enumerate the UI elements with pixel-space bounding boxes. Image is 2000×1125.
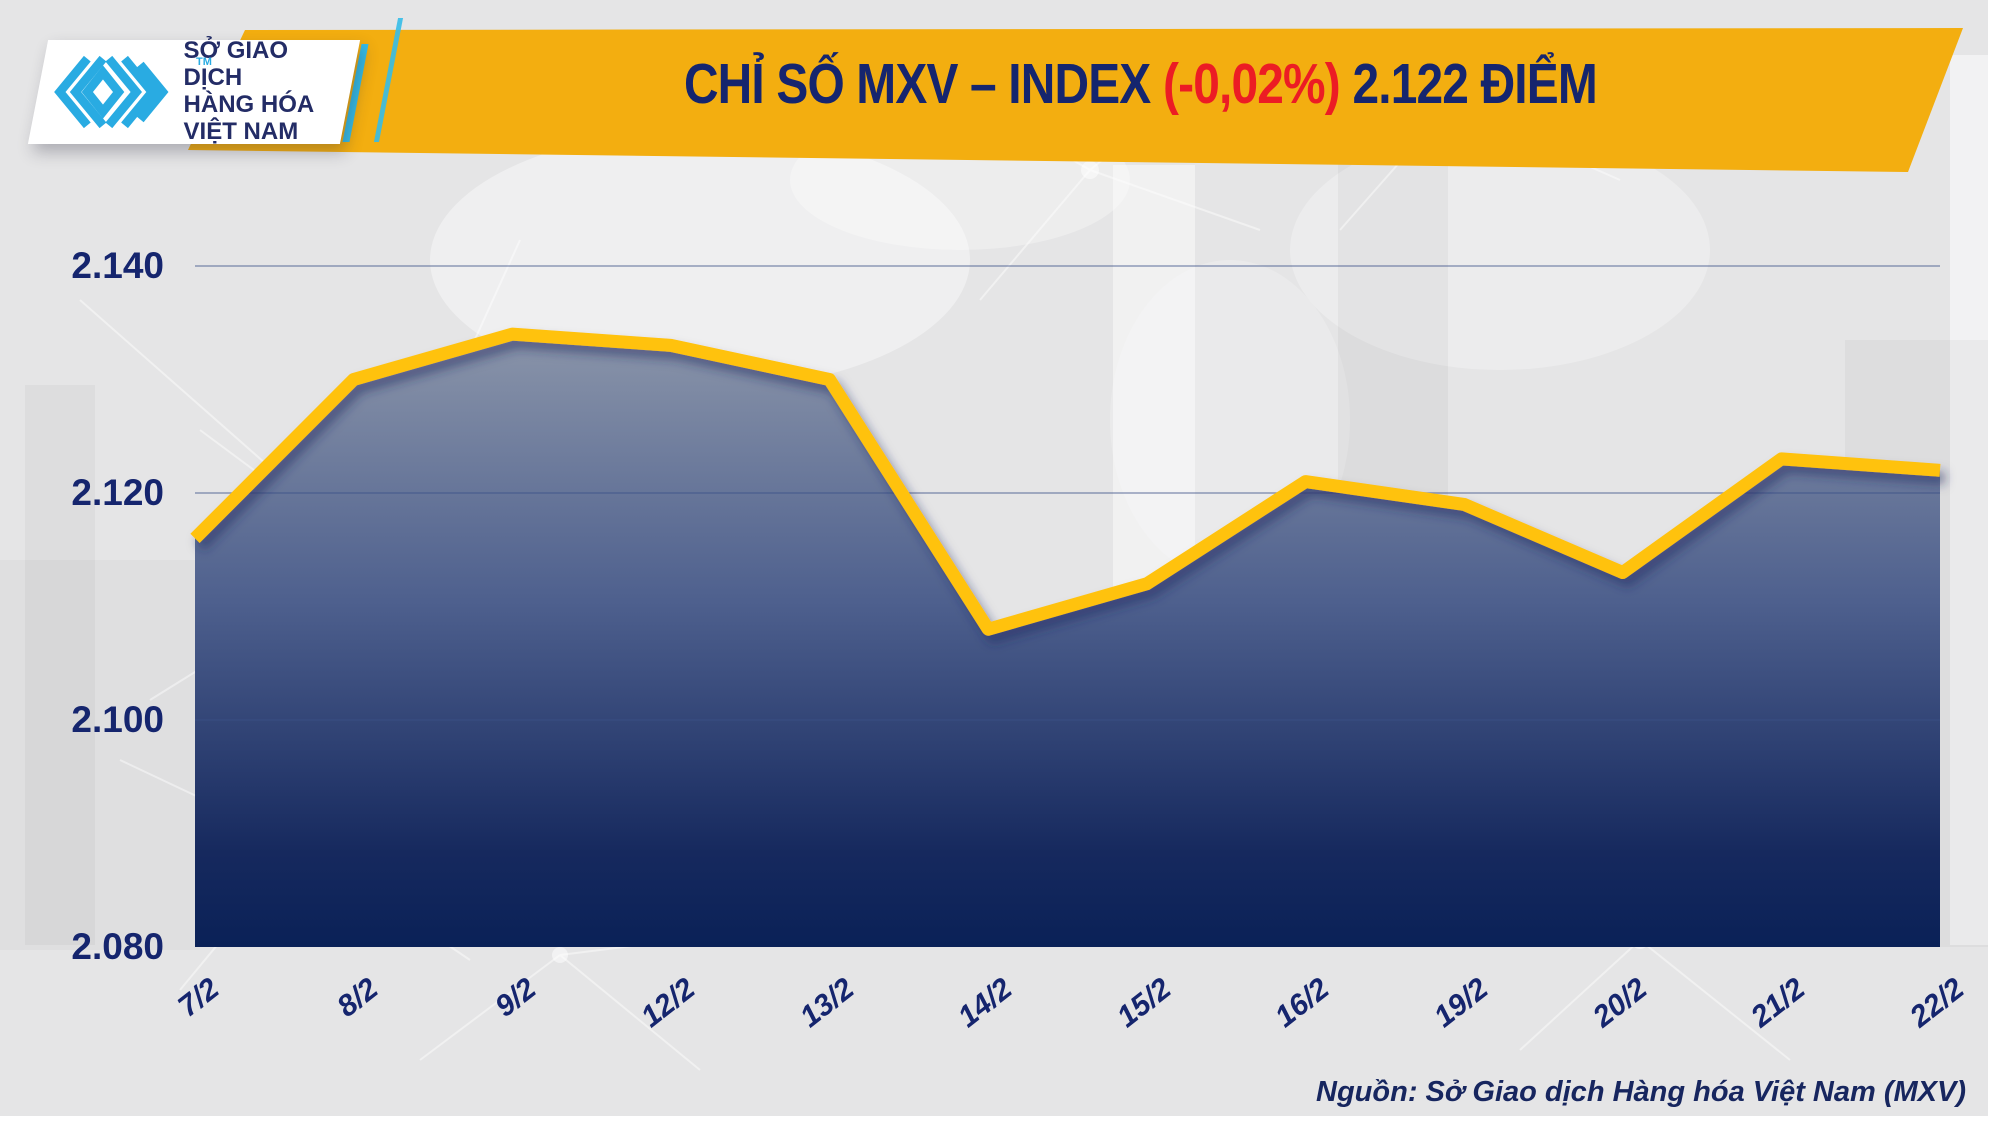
chart-title: CHỈ SỐ MXV – INDEX (-0,02%) 2.122 ĐIỂM — [360, 52, 1920, 116]
title-text: CHỈ SỐ MXV – INDEX — [683, 52, 1151, 116]
mxv-logo-icon — [54, 55, 169, 129]
y-axis-label: 2.080 — [71, 926, 164, 967]
area-fill — [195, 334, 1940, 948]
title-banner — [188, 28, 1963, 172]
source-note: Nguồn: Sở Giao dịch Hàng hóa Việt Nam (M… — [1316, 1076, 1966, 1108]
y-axis-label: 2.100 — [71, 699, 164, 740]
title-change-percent: (-0,02%) — [1162, 52, 1341, 116]
y-axis-label: 2.120 — [71, 472, 164, 513]
index-line — [190, 327, 1941, 636]
mxv-logo-box: SỞ GIAO DỊCH HÀNG HÓA VIỆT NAM TM — [27, 37, 361, 145]
title-index-value: 2.122 ĐIỂM — [1352, 52, 1597, 116]
gridlines — [195, 265, 1940, 721]
y-axis-label: 2.140 — [71, 245, 164, 286]
